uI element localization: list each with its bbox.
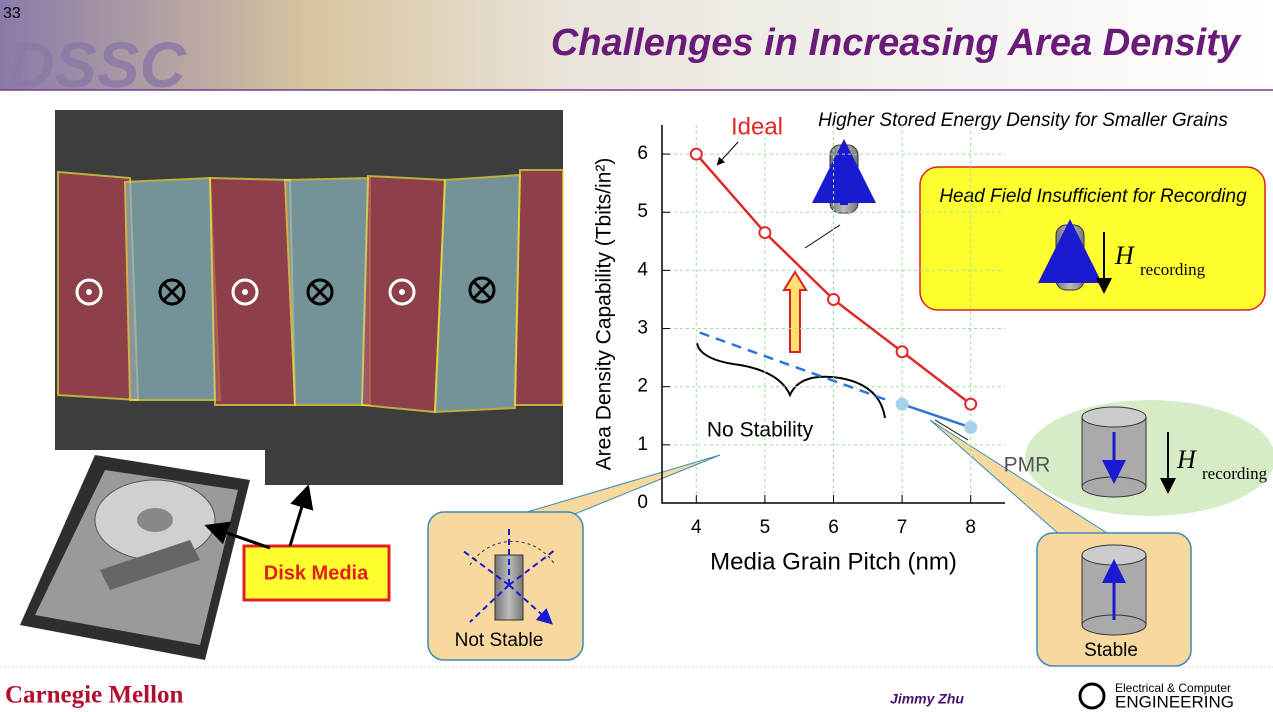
slide-title: Challenges in Increasing Area Density bbox=[551, 22, 1242, 64]
energy-label: Higher Stored Energy Density for Smaller… bbox=[818, 110, 1228, 131]
brace bbox=[696, 342, 886, 419]
data-point bbox=[758, 226, 772, 240]
university: Carnegie Mellon bbox=[5, 682, 184, 709]
dept-line1: Electrical & Computer bbox=[1115, 681, 1231, 695]
header-band bbox=[0, 0, 1273, 90]
data-point bbox=[827, 292, 840, 306]
head-cylinder bbox=[1038, 219, 1112, 294]
not-stable-label: Not Stable bbox=[455, 630, 544, 651]
unstable-cylinder bbox=[461, 528, 555, 622]
field-symbol: H bbox=[1114, 241, 1135, 270]
data-point bbox=[964, 420, 978, 434]
axis bbox=[661, 125, 1005, 504]
slide-number: 33 bbox=[3, 5, 21, 22]
y-tick-label: 0 bbox=[637, 492, 648, 513]
y-tick-label: 3 bbox=[637, 318, 648, 339]
stable-cylinder bbox=[1081, 544, 1147, 636]
data-point bbox=[689, 147, 703, 161]
pmr-bubble bbox=[1025, 400, 1273, 516]
chart: 4 5 6 7 8 0 1 2 3 4 5 6 Media Grain Pitch (nm) Area D… bbox=[593, 113, 1051, 575]
x-tick-label: 7 bbox=[897, 517, 908, 538]
field-symbol: H bbox=[1176, 445, 1197, 474]
disk-media-label: Disk Media bbox=[264, 562, 369, 584]
field-subscript: recording bbox=[1202, 464, 1268, 483]
logo: DSSC bbox=[8, 29, 187, 101]
y-axis-label: Area Density Capability (Tbits/in²) bbox=[593, 158, 616, 471]
energy-cylinder bbox=[804, 139, 876, 249]
pointer bbox=[716, 141, 739, 166]
data-point bbox=[964, 397, 978, 411]
tem-image bbox=[55, 110, 564, 485]
increase-arrow bbox=[782, 270, 808, 353]
pointer bbox=[934, 419, 969, 441]
dept-line2: ENGINEERING bbox=[1115, 692, 1234, 711]
pointer bbox=[288, 484, 314, 547]
hard-drive bbox=[20, 455, 250, 660]
stable-label: Stable bbox=[1084, 640, 1138, 661]
x-tick-label: 6 bbox=[828, 517, 839, 538]
series-label: PMR bbox=[1004, 454, 1051, 477]
author: Jimmy Zhu bbox=[890, 691, 964, 707]
pmr-cylinder bbox=[1081, 406, 1176, 498]
x-axis-label: Media Grain Pitch (nm) bbox=[710, 548, 957, 575]
no-stability-label: No Stability bbox=[707, 419, 814, 442]
series-label: Ideal bbox=[731, 113, 783, 140]
data-point bbox=[895, 397, 909, 411]
head-field-label: Head Field Insufficient for Recording bbox=[939, 186, 1247, 207]
series-line bbox=[901, 402, 972, 429]
data-point bbox=[895, 345, 909, 359]
y-tick-label: 2 bbox=[637, 376, 648, 397]
x-tick-label: 4 bbox=[691, 517, 702, 538]
field-subscript: recording bbox=[1140, 260, 1206, 279]
series-line bbox=[699, 331, 893, 403]
y-tick-label: 1 bbox=[637, 434, 648, 455]
x-tick-label: 8 bbox=[965, 517, 976, 538]
y-tick-label: 5 bbox=[637, 201, 648, 222]
pointer bbox=[204, 521, 271, 550]
x-tick-label: 5 bbox=[760, 517, 771, 538]
y-tick-label: 6 bbox=[637, 143, 648, 164]
dept-logo bbox=[1078, 682, 1106, 710]
disk-media-box bbox=[242, 544, 391, 602]
y-tick-label: 4 bbox=[637, 259, 648, 280]
